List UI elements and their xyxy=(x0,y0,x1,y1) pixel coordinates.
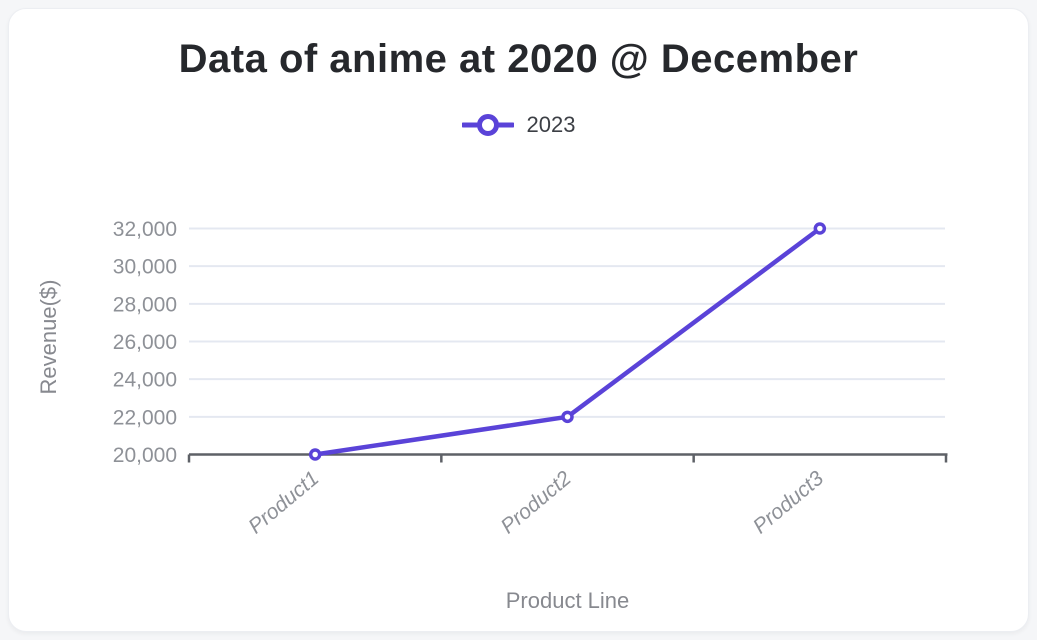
x-tick-label: Product2 xyxy=(497,467,576,539)
data-point-Product2[interactable] xyxy=(561,410,574,424)
y-tick-label: 30,000 xyxy=(113,256,177,279)
y-tick-label: 32,000 xyxy=(113,218,177,241)
x-tick-label: Product3 xyxy=(749,467,828,539)
x-tick-label: Product1 xyxy=(244,467,323,539)
y-tick-label: 28,000 xyxy=(113,293,177,316)
data-point-Product3[interactable] xyxy=(813,222,827,235)
chart-card: 20,000 22,000 24,000 26,000 28,000 30,000 32,0… xyxy=(8,8,1029,632)
y-tick-label: 24,000 xyxy=(113,369,177,392)
y-tick-label: 20,000 xyxy=(113,444,177,467)
chart-title: Data of anime at 2020 @ December xyxy=(178,37,859,81)
legend-item-2023[interactable]: 2023 xyxy=(461,112,576,138)
y-tick-label: 26,000 xyxy=(113,331,177,354)
y-axis-title: Revenue($) xyxy=(36,280,61,395)
x-axis-title: Product Line xyxy=(506,588,630,613)
chart-canvas[interactable]: 20,000 22,000 24,000 26,000 28,000 30,000 32,0… xyxy=(9,9,1028,631)
y-tick-label: 22,000 xyxy=(113,406,177,429)
legend-line-marker-icon xyxy=(461,114,514,136)
legend: 2023 xyxy=(9,112,1028,138)
data-point-Product1[interactable] xyxy=(308,448,322,461)
legend-label: 2023 xyxy=(526,112,576,137)
